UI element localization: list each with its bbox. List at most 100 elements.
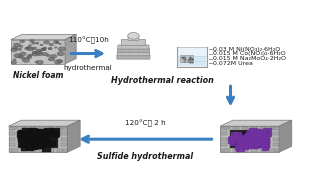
- Bar: [260, 126, 265, 129]
- Circle shape: [32, 51, 37, 54]
- Bar: [269, 126, 274, 129]
- Bar: [13, 126, 18, 129]
- Bar: [39, 126, 45, 129]
- Bar: [224, 149, 230, 152]
- Bar: [221, 127, 227, 129]
- Circle shape: [17, 55, 23, 58]
- Circle shape: [29, 54, 33, 56]
- Text: 0.015 M Na₂MoO₄·2H₂O: 0.015 M Na₂MoO₄·2H₂O: [213, 56, 286, 61]
- Circle shape: [46, 54, 50, 57]
- FancyBboxPatch shape: [117, 48, 149, 52]
- Circle shape: [25, 47, 30, 50]
- Polygon shape: [18, 130, 58, 148]
- Circle shape: [56, 42, 59, 43]
- Circle shape: [48, 57, 55, 61]
- Circle shape: [28, 45, 31, 46]
- Circle shape: [37, 49, 42, 52]
- Text: 0.03 M Ni(NO₃)₂·6H₂O: 0.03 M Ni(NO₃)₂·6H₂O: [213, 47, 280, 52]
- Polygon shape: [220, 120, 292, 126]
- Circle shape: [13, 59, 16, 61]
- Circle shape: [35, 50, 42, 55]
- Polygon shape: [178, 56, 206, 66]
- FancyBboxPatch shape: [118, 45, 149, 49]
- Circle shape: [44, 41, 49, 44]
- Bar: [30, 149, 36, 152]
- Bar: [57, 149, 63, 152]
- Bar: [61, 149, 67, 152]
- Bar: [48, 149, 54, 152]
- Bar: [21, 149, 27, 152]
- Circle shape: [48, 47, 52, 50]
- Bar: [260, 149, 265, 152]
- Bar: [9, 143, 15, 146]
- Circle shape: [38, 53, 41, 54]
- Polygon shape: [9, 120, 80, 126]
- Circle shape: [11, 61, 17, 64]
- Circle shape: [128, 33, 139, 39]
- Bar: [30, 126, 36, 129]
- Polygon shape: [9, 126, 67, 152]
- Circle shape: [42, 53, 48, 56]
- Circle shape: [44, 47, 47, 49]
- FancyBboxPatch shape: [117, 52, 150, 56]
- Polygon shape: [65, 34, 76, 64]
- Text: 120°C、 2 h: 120°C、 2 h: [125, 120, 166, 127]
- Bar: [251, 149, 256, 152]
- Bar: [221, 149, 227, 152]
- Text: 0.072M Urea: 0.072M Urea: [213, 61, 253, 66]
- Bar: [61, 132, 67, 135]
- Circle shape: [37, 52, 43, 56]
- Bar: [233, 149, 239, 152]
- FancyBboxPatch shape: [117, 55, 150, 59]
- Circle shape: [20, 40, 25, 43]
- Circle shape: [32, 52, 39, 56]
- Bar: [242, 149, 248, 152]
- Circle shape: [22, 58, 30, 62]
- Circle shape: [55, 47, 57, 48]
- Bar: [21, 126, 27, 129]
- Circle shape: [27, 54, 31, 57]
- Bar: [273, 127, 278, 129]
- Circle shape: [14, 53, 22, 58]
- Text: 0.015 M Co(NO₃)₂·6H₂O: 0.015 M Co(NO₃)₂·6H₂O: [213, 51, 286, 57]
- Bar: [251, 126, 256, 129]
- Polygon shape: [279, 120, 292, 152]
- Circle shape: [41, 48, 46, 51]
- Bar: [9, 132, 15, 135]
- Circle shape: [35, 61, 38, 63]
- Circle shape: [49, 43, 54, 46]
- Circle shape: [55, 42, 58, 44]
- Bar: [273, 143, 278, 146]
- Bar: [273, 138, 278, 141]
- Circle shape: [43, 47, 46, 49]
- Circle shape: [51, 54, 57, 58]
- FancyBboxPatch shape: [121, 40, 145, 46]
- Bar: [269, 149, 274, 152]
- Circle shape: [59, 43, 61, 45]
- Text: Nickel foam: Nickel foam: [13, 71, 63, 80]
- Bar: [273, 132, 278, 135]
- Polygon shape: [177, 47, 207, 67]
- Circle shape: [31, 47, 37, 50]
- Bar: [61, 127, 67, 129]
- Polygon shape: [11, 34, 76, 40]
- Circle shape: [18, 48, 22, 50]
- Circle shape: [30, 40, 34, 42]
- Circle shape: [57, 52, 65, 56]
- Circle shape: [41, 48, 46, 51]
- Bar: [9, 127, 15, 129]
- FancyBboxPatch shape: [128, 36, 139, 40]
- Bar: [9, 138, 15, 141]
- Bar: [61, 138, 67, 141]
- Circle shape: [27, 57, 30, 59]
- Bar: [61, 143, 67, 146]
- Text: 110°C、10h: 110°C、10h: [68, 37, 108, 44]
- Bar: [48, 126, 54, 129]
- Circle shape: [27, 56, 32, 59]
- Circle shape: [28, 47, 33, 51]
- Bar: [233, 126, 239, 129]
- Circle shape: [13, 43, 21, 47]
- Text: hydrothermal: hydrothermal: [64, 65, 112, 71]
- Bar: [221, 143, 227, 146]
- Polygon shape: [180, 55, 193, 62]
